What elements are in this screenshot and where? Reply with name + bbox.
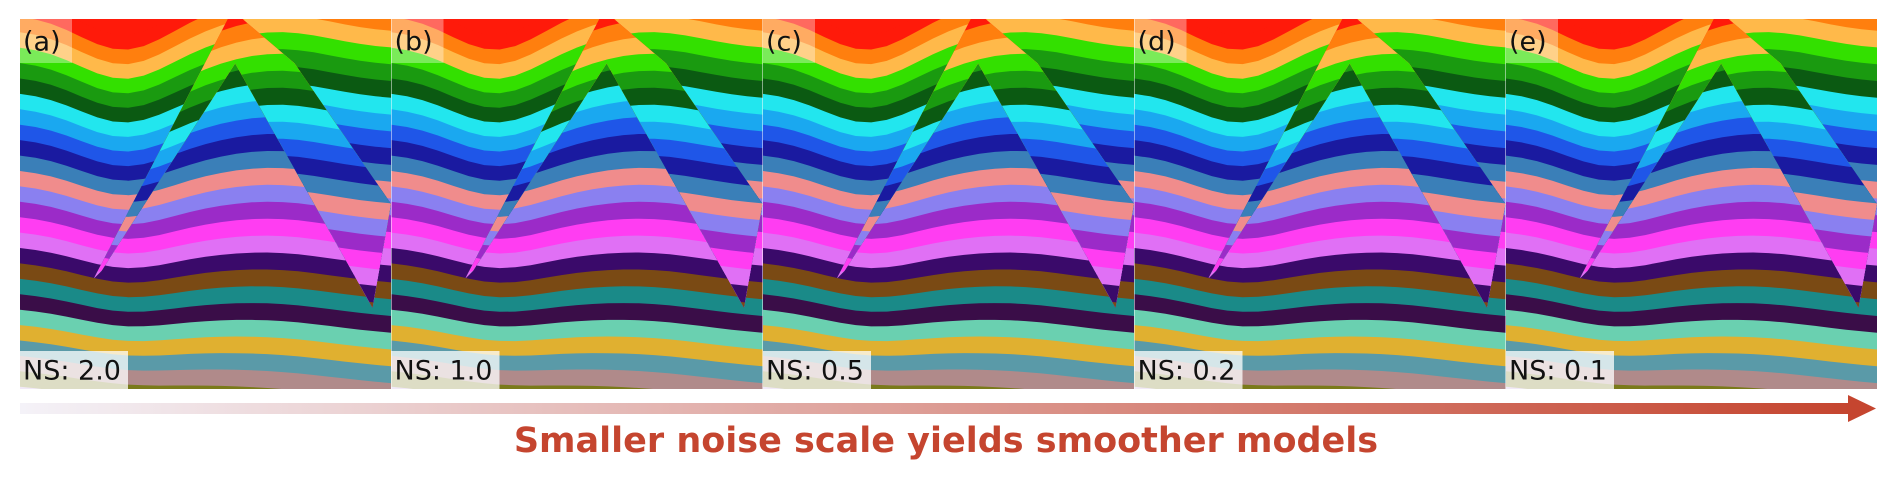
caption: Smaller noise scale yields smoother mode… — [514, 421, 1378, 461]
ns-bg — [1134, 351, 1243, 389]
layer — [1506, 386, 1528, 389]
layer — [20, 386, 42, 389]
layer — [20, 393, 391, 449]
arrow-shaft — [20, 403, 1850, 414]
layer — [1506, 424, 1877, 455]
layer — [20, 409, 391, 450]
label-bg — [763, 19, 815, 63]
panel-label: (c) — [766, 27, 802, 58]
panel-label: (b) — [395, 27, 433, 58]
panel: (b) NS: 1.0 — [391, 19, 763, 389]
panel-label: (d) — [1138, 27, 1176, 58]
panel-image — [20, 19, 391, 472]
panels: (a) NS: 2.0 (b) NS: 1.0 (c) NS: 0.5 (d) NS: 0.2… — [20, 19, 1877, 472]
panel: (a) NS: 2.0 — [20, 19, 391, 472]
panel: (d) NS: 0.2 — [1134, 19, 1506, 389]
panel-label: (a) — [23, 27, 61, 58]
panel-image — [391, 19, 763, 389]
ns-bg — [763, 351, 871, 389]
layer — [1506, 418, 1877, 451]
label-bg — [1506, 19, 1558, 63]
label-bg — [1134, 19, 1187, 63]
layer — [20, 424, 391, 455]
noise-scale: NS: 0.5 — [766, 356, 864, 387]
layer — [1506, 409, 1877, 450]
panel: (c) NS: 0.5 — [763, 19, 1134, 389]
panel-image — [1506, 19, 1877, 472]
layer — [20, 439, 391, 472]
panel: (e) NS: 0.1 — [1506, 19, 1877, 472]
panel-image — [1134, 19, 1506, 389]
layer — [1506, 439, 1877, 472]
layer — [20, 418, 391, 451]
noise-scale: NS: 1.0 — [395, 356, 493, 387]
layer — [1506, 393, 1877, 449]
panel-label: (e) — [1509, 27, 1547, 58]
noise-scale: NS: 2.0 — [23, 356, 121, 387]
panel-image — [763, 19, 1134, 389]
label-bg — [391, 19, 444, 63]
ns-bg — [391, 351, 500, 389]
ns-bg — [1506, 351, 1614, 389]
noise-scale: NS: 0.1 — [1509, 356, 1607, 387]
ns-bg — [20, 351, 128, 389]
label-bg — [20, 19, 72, 63]
noise-scale: NS: 0.2 — [1138, 356, 1236, 387]
arrow-head — [1848, 395, 1876, 422]
